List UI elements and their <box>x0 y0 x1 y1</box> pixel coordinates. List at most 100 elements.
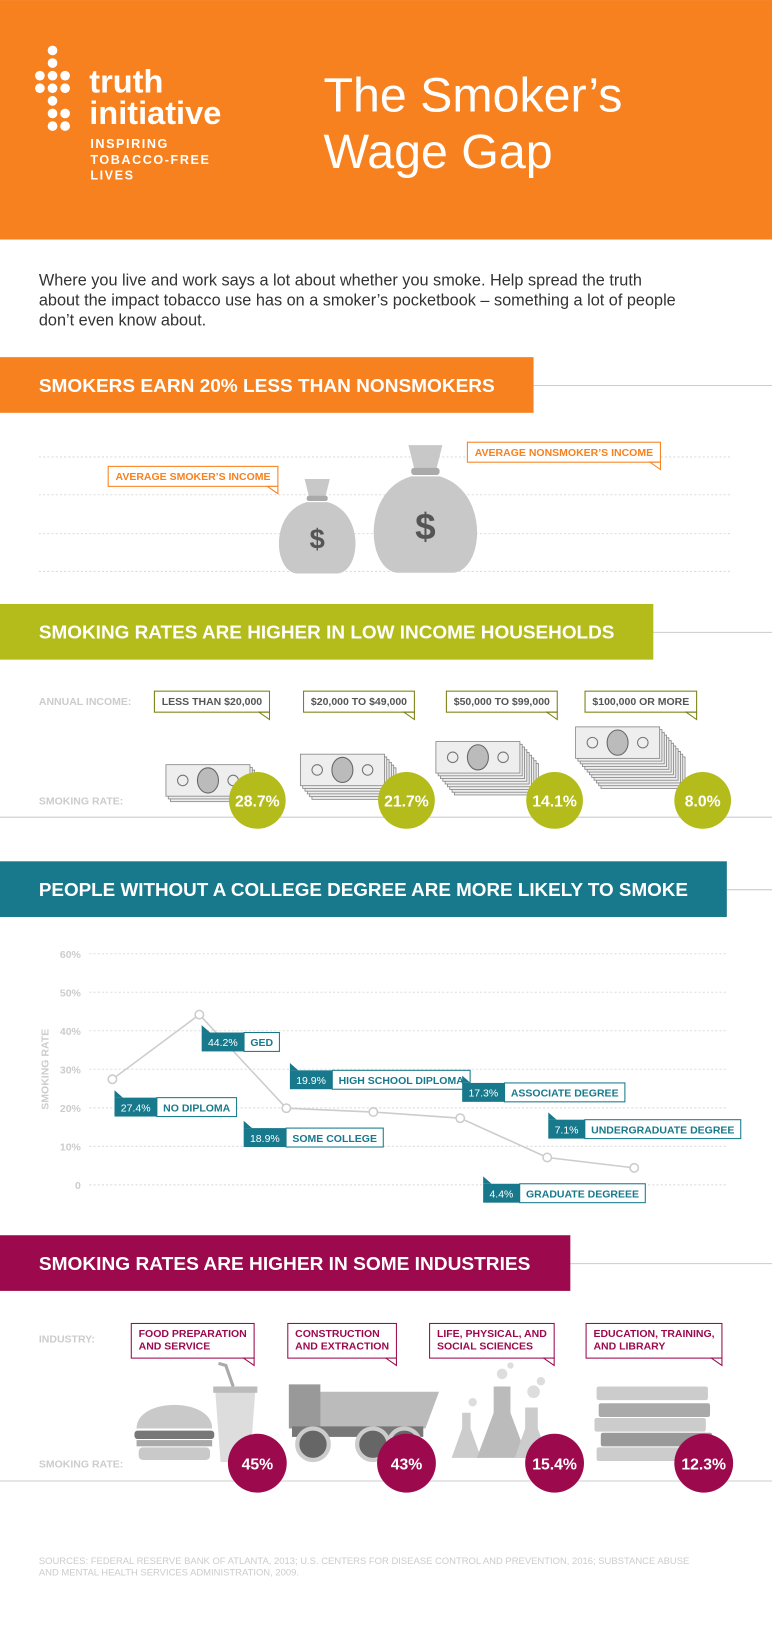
bill-portrait <box>196 767 219 794</box>
sources: SOURCES: FEDERAL RESERVE BANK OF ATLANTA… <box>39 1556 689 1567</box>
callout-label: AND SERVICE <box>139 1341 211 1353</box>
callout-tail <box>257 711 271 721</box>
row-label: SMOKING RATE: <box>39 1458 123 1470</box>
logo-mark <box>35 45 70 131</box>
point <box>281 1103 292 1114</box>
logo-dot <box>35 70 45 81</box>
bag-tie <box>411 467 440 475</box>
point-callout: 17.3% ASSOCIATE DEGREE <box>462 1075 626 1103</box>
logo-dot <box>60 83 70 94</box>
bill-portrait <box>606 729 629 756</box>
callout-label: LESS THAN $20,000 <box>162 696 263 708</box>
bag-neck <box>304 478 330 500</box>
logo-dot <box>47 45 58 56</box>
tagline: TOBACCO-FREE <box>90 153 210 167</box>
value-box <box>483 1183 520 1203</box>
rate-label: 15.4% <box>532 1456 577 1473</box>
category-box <box>584 1119 742 1140</box>
section-band <box>0 357 534 413</box>
point-callout: 18.9% SOME COLLEGE <box>243 1120 384 1148</box>
callout: $100,000 OR MORE <box>584 690 698 721</box>
point-callout: 4.4% GRADUATE DEGREEE <box>483 1176 646 1204</box>
sources: AND MENTAL HEALTH SERVICES ADMINISTRATIO… <box>39 1568 299 1579</box>
callout-tail <box>241 1357 255 1367</box>
callout: EDUCATION, TRAINING,AND LIBRARY <box>585 1322 723 1367</box>
section-band <box>0 1235 571 1291</box>
y-tick-label: 30% <box>60 1064 82 1076</box>
point <box>368 1107 379 1118</box>
burger-bun <box>138 1447 211 1461</box>
section-band <box>0 861 727 917</box>
section-title: SMOKERS EARN 20% LESS THAN NONSMOKERS <box>39 376 495 397</box>
industry-icon <box>451 1362 549 1458</box>
rate-label: 14.1% <box>532 794 577 811</box>
value-label: 7.1% <box>555 1124 579 1136</box>
callout-label: SOCIAL SCIENCES <box>437 1341 533 1353</box>
bill-seal <box>497 751 509 764</box>
callout-label: AND EXTRACTION <box>295 1341 389 1353</box>
y-tick-label: 50% <box>60 987 82 999</box>
bag-symbol: $ <box>415 506 436 547</box>
point <box>629 1162 640 1173</box>
page-title: Wage Gap <box>324 125 553 179</box>
callout-tail <box>648 461 661 471</box>
bag-symbol: $ <box>310 523 325 554</box>
intro-text: about the impact tobacco use has on a sm… <box>39 292 676 310</box>
truck-cab <box>288 1384 321 1429</box>
category-label: SOME COLLEGE <box>292 1133 377 1145</box>
row-label: ANNUAL INCOME: <box>39 696 132 708</box>
header-band <box>0 0 772 240</box>
logo-dot <box>47 58 58 68</box>
category-label: ASSOCIATE DEGREE <box>511 1088 619 1100</box>
section-band <box>0 603 654 660</box>
callout-tail <box>548 1112 557 1120</box>
straw <box>218 1361 235 1388</box>
bill-portrait <box>466 744 489 771</box>
flask <box>476 1386 528 1458</box>
category-box <box>331 1069 471 1090</box>
y-tick-label: 10% <box>60 1142 82 1154</box>
point <box>194 1009 205 1020</box>
bubble <box>536 1377 546 1386</box>
bill-stack <box>435 741 539 796</box>
value-box <box>114 1097 157 1117</box>
bill-seal <box>586 736 599 749</box>
point <box>455 1113 466 1124</box>
money-bag: $ <box>373 445 478 573</box>
bubble <box>468 1398 477 1407</box>
bill-seal <box>361 764 374 776</box>
callout-tail <box>384 1357 397 1367</box>
section-title: SMOKING RATES ARE HIGHER IN SOME INDUSTR… <box>39 1254 531 1275</box>
rate-circle <box>674 1433 734 1493</box>
y-tick-label: 60% <box>60 949 82 961</box>
callout-label: $20,000 TO $49,000 <box>311 696 407 708</box>
bubble <box>507 1362 514 1369</box>
callout-box <box>107 465 279 487</box>
book <box>594 1417 706 1432</box>
rate-label: 45% <box>242 1456 274 1473</box>
value-box <box>462 1082 505 1102</box>
point-callout: 44.2% GED <box>201 1025 280 1052</box>
category-box <box>504 1082 626 1103</box>
book <box>596 1386 708 1401</box>
section-title: SMOKING RATES ARE HIGHER IN LOW INCOME H… <box>39 623 615 644</box>
rate-circle <box>525 1433 584 1493</box>
value-label: 19.9% <box>296 1075 326 1087</box>
bag-body <box>373 476 478 573</box>
value-label: 17.3% <box>468 1088 498 1100</box>
callout-box <box>584 690 698 713</box>
rate-circle <box>526 772 583 829</box>
callout: $20,000 TO $49,000 <box>303 690 415 721</box>
callout-box <box>445 690 558 713</box>
burger-bun <box>136 1404 213 1429</box>
callout-label: AVERAGE SMOKER’S INCOME <box>116 471 271 483</box>
intro-text: Where you live and work says a lot about… <box>39 272 642 290</box>
bill-seal <box>176 774 189 787</box>
rate-label: 12.3% <box>681 1456 726 1473</box>
callout-tail <box>114 1090 123 1098</box>
category-label: NO DIPLOMA <box>163 1102 230 1114</box>
value-box <box>201 1032 245 1052</box>
callout-tail <box>684 711 698 721</box>
